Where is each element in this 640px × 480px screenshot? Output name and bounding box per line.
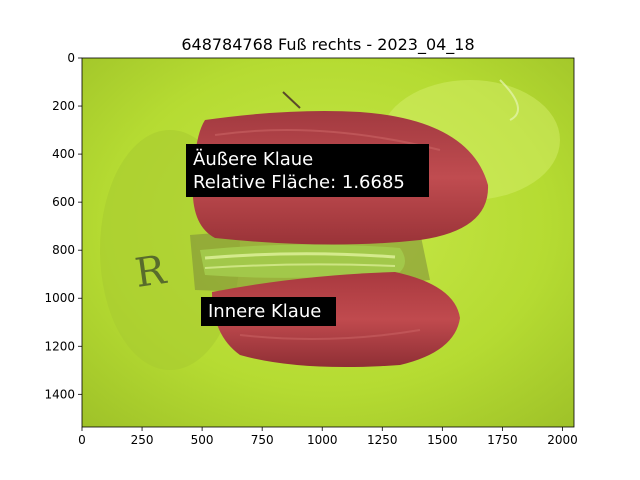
y-tick-label: 400 (52, 147, 75, 161)
y-tick-label: 600 (52, 195, 75, 209)
outer-label-box (186, 144, 429, 197)
x-tick-label: 250 (131, 433, 154, 447)
y-axis: 0 200 400 600 800 1000 1200 1400 (44, 51, 82, 401)
x-tick-label: 0 (78, 433, 86, 447)
x-tick-label: 1250 (367, 433, 398, 447)
axes-frame (81, 57, 575, 428)
inner-label-box (201, 297, 336, 326)
x-tick-label: 1750 (487, 433, 518, 447)
y-tick-label: 0 (67, 51, 75, 65)
y-tick-label: 1200 (44, 339, 75, 353)
plot-title: 648784768 Fuß rechts - 2023_04_18 (181, 35, 474, 55)
x-tick-label: 2000 (547, 433, 578, 447)
y-tick-label: 1000 (44, 291, 75, 305)
outer-claw-label: Äußere Klaue Relative Fläche: 1.6685 (186, 144, 429, 197)
y-tick-label: 1400 (44, 387, 75, 401)
x-axis: 0 250 500 750 1000 1250 1500 1750 2000 (78, 427, 578, 447)
y-tick-label: 800 (52, 243, 75, 257)
x-tick-label: 1500 (427, 433, 458, 447)
y-tick-label: 200 (52, 99, 75, 113)
inner-claw-label: Innere Klaue (201, 297, 336, 326)
inner-label-line1: Innere Klaue (208, 301, 321, 322)
x-tick-label: 750 (251, 433, 274, 447)
x-tick-label: 1000 (307, 433, 338, 447)
outer-label-line1: Äußere Klaue (193, 149, 313, 170)
photo: R (82, 58, 574, 427)
x-tick-label: 500 (191, 433, 214, 447)
outer-label-line2: Relative Fläche: 1.6685 (193, 172, 405, 193)
